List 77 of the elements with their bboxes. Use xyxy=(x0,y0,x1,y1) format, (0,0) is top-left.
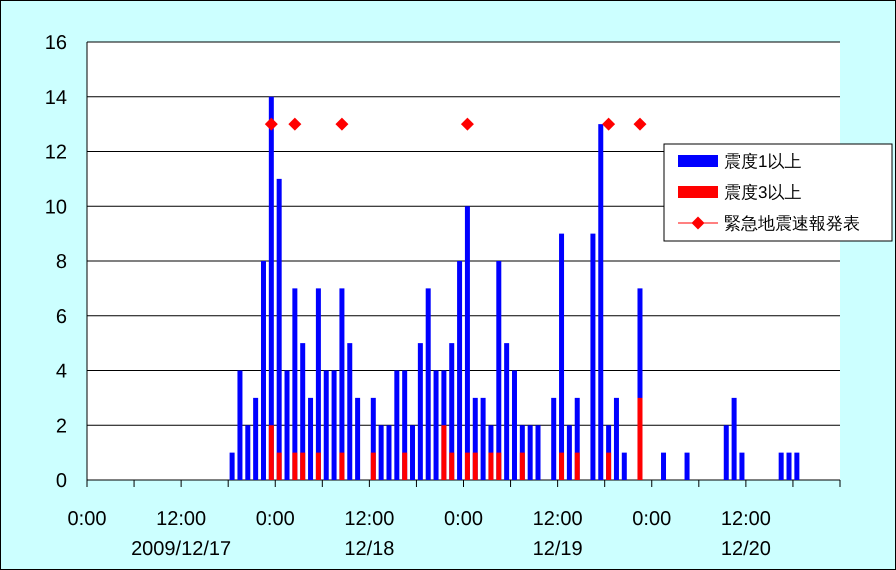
bar xyxy=(559,452,564,480)
bar xyxy=(355,398,360,480)
x-tick-label: 12:00 12/18 xyxy=(344,508,394,560)
bar xyxy=(386,425,392,480)
bar xyxy=(528,425,533,480)
bar xyxy=(488,452,494,480)
bar xyxy=(300,452,306,480)
bar xyxy=(739,452,744,480)
bar xyxy=(426,288,431,480)
y-tick-label: 8 xyxy=(56,251,67,273)
bar xyxy=(566,425,572,480)
bar xyxy=(268,425,274,480)
x-tick-label: 12:00 2009/12/17 xyxy=(131,508,232,560)
bar xyxy=(230,452,235,480)
bar xyxy=(402,452,408,480)
bar xyxy=(472,452,478,480)
bar xyxy=(347,343,352,480)
bar xyxy=(276,452,282,480)
legend-label: 震度3以上 xyxy=(724,183,802,202)
legend-label: 震度1以上 xyxy=(724,152,802,171)
x-tick-label: 0:00 xyxy=(444,508,483,530)
bar xyxy=(410,425,416,480)
y-tick-label: 16 xyxy=(44,32,67,54)
bar xyxy=(434,370,439,480)
bar xyxy=(284,370,290,480)
bar xyxy=(512,370,517,480)
bar xyxy=(332,370,337,480)
bar xyxy=(794,452,800,480)
bar xyxy=(292,452,298,480)
x-tick-label: 0:00 xyxy=(632,508,672,530)
bar xyxy=(324,370,329,480)
bar xyxy=(441,425,446,480)
y-tick-label: 12 xyxy=(44,142,67,164)
bar xyxy=(457,261,462,480)
bar xyxy=(394,370,400,480)
bar xyxy=(590,234,596,480)
x-tick-label: 0:00 xyxy=(256,508,295,530)
bar xyxy=(370,452,376,480)
bar xyxy=(480,398,486,480)
bar xyxy=(724,425,729,480)
bar xyxy=(520,452,525,480)
x-tick-label: 0:00 xyxy=(68,508,106,530)
y-tick-label: 4 xyxy=(56,360,67,382)
bar xyxy=(606,452,612,480)
legend-label: 緊急地震速報発表 xyxy=(724,214,860,233)
bar xyxy=(574,452,580,480)
y-tick-label: 2 xyxy=(56,415,67,438)
bar xyxy=(551,398,556,480)
y-tick-label: 0 xyxy=(56,470,67,492)
bar xyxy=(504,343,510,480)
bar xyxy=(316,452,321,480)
bar xyxy=(614,398,619,480)
bar xyxy=(786,452,792,480)
y-tick-label: 10 xyxy=(44,196,67,218)
x-tick-label: 12:00 12/19 xyxy=(532,508,583,560)
bar xyxy=(536,425,541,480)
bar xyxy=(308,398,314,480)
bar xyxy=(418,343,423,480)
y-tick-label: 14 xyxy=(44,86,67,109)
bar xyxy=(237,370,242,480)
bar xyxy=(732,398,737,480)
bar xyxy=(339,452,344,480)
bar xyxy=(253,398,258,480)
bar xyxy=(378,425,384,480)
bar xyxy=(449,452,454,480)
bar xyxy=(598,124,604,480)
bar xyxy=(245,425,250,480)
y-tick-label: 6 xyxy=(56,306,67,328)
bar xyxy=(496,452,502,480)
bar xyxy=(260,261,266,480)
bar xyxy=(778,452,784,480)
bar xyxy=(637,398,642,480)
x-tick-label: 12:00 12/20 xyxy=(720,508,771,560)
bar xyxy=(684,452,690,480)
bar xyxy=(464,452,470,480)
bar xyxy=(661,452,666,480)
bar xyxy=(622,452,627,480)
